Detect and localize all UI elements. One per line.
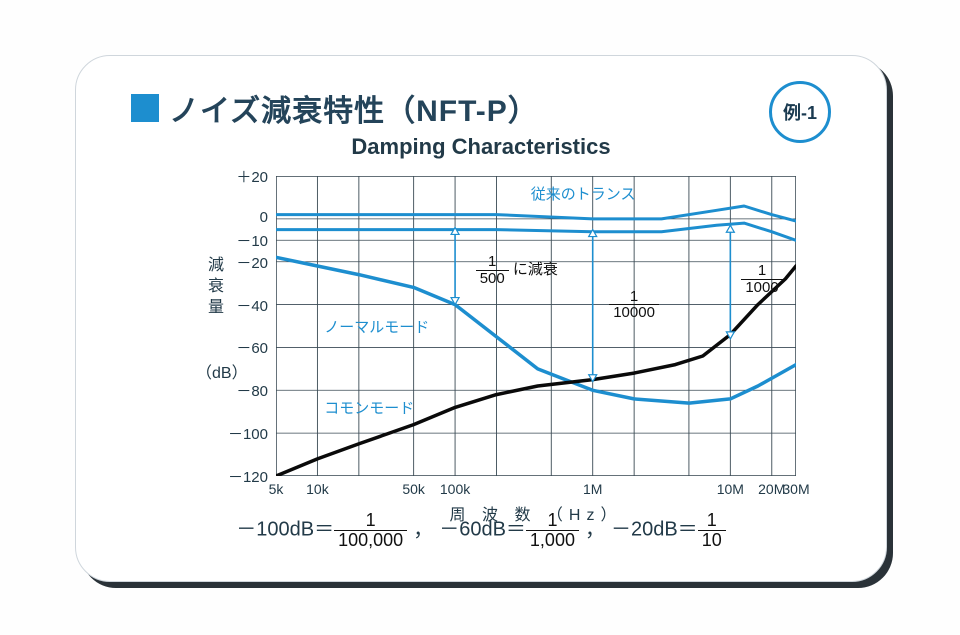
ytick: ＋20 [208,166,268,187]
xtick: 10k [306,481,329,497]
ytick: －10 [208,230,268,251]
ytick: －80 [208,380,268,401]
xtick: 50k [402,481,425,497]
example-label: 例-1 [783,99,817,125]
ytick: －20 [208,252,268,273]
chart: 周 波 数 （Hz） ＋200－10－20－40－60－80－100－1205k… [276,176,796,476]
xtick: 30M [782,481,809,497]
arrow-label: 110000 [609,289,659,322]
subtitle: Damping Characteristics [76,134,886,160]
title: ノイズ減衰特性（NFT-P） [169,86,539,130]
annotation-normal: ノーマルモード [324,316,429,337]
ytick: －40 [208,295,268,316]
arrow-label: 1500 に減衰 [476,254,558,287]
ytick: －100 [208,423,268,444]
card: ノイズ減衰特性（NFT-P） 例-1 Damping Characteristi… [75,55,887,582]
xtick: 10M [717,481,744,497]
square-icon [131,94,159,122]
ytick: －120 [208,466,268,487]
xtick: 100k [440,481,470,497]
annotation-common: コモンモード [324,397,414,418]
xtick: 5k [269,481,284,497]
arrow-label: 11000 [741,263,782,296]
annotation-conv: 従来のトランス [531,183,636,204]
ytick: 0 [208,209,268,226]
ytick: －60 [208,337,268,358]
equation-line: －100dB＝1100,000，－60dB＝11,000，－20dB＝110 [76,511,886,550]
xtick: 20M [758,481,785,497]
header: ノイズ減衰特性（NFT-P） [131,86,539,130]
xtick: 1M [583,481,602,497]
